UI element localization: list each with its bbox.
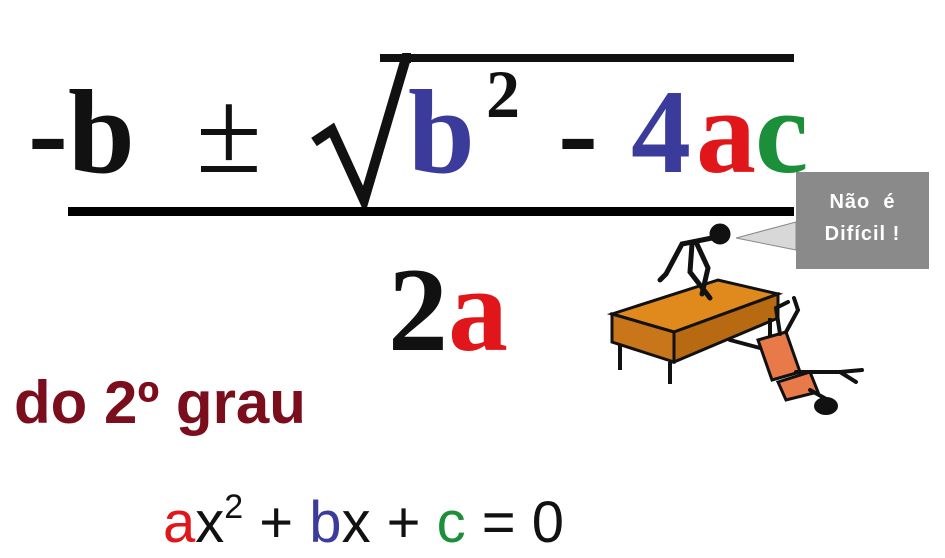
radical-vinculum: [380, 54, 794, 62]
eq-x: x: [195, 490, 225, 555]
denominator-two: 2: [388, 243, 448, 376]
numerator-four: 4: [631, 65, 691, 198]
numerator-minus-b: -b: [28, 65, 135, 198]
numerator-plus-minus: ±: [196, 65, 262, 198]
fraction-bar: [68, 207, 794, 216]
subtitle: do 2º grau: [14, 369, 306, 436]
numerator-exponent: 2: [486, 56, 520, 132]
speech-bubble: Não é Difícil !: [796, 172, 929, 269]
eq-a: a: [163, 490, 196, 555]
eq-c: c: [436, 490, 466, 555]
speech-bubble-line2: Difícil !: [824, 223, 901, 245]
numerator-b-squared: b: [408, 65, 475, 198]
eq-exponent: 2: [224, 488, 244, 526]
eq-plus1: +: [243, 490, 310, 555]
eq-b: b: [309, 490, 342, 555]
radical-sign-icon: [311, 53, 411, 215]
quadratic-equation: ax2 + bx + c = 0: [163, 488, 564, 558]
numerator-minus: -: [558, 65, 598, 198]
person-on-desk-icon: [657, 223, 731, 301]
desk-icon: [606, 278, 784, 384]
numerator-a: a: [696, 65, 756, 198]
fallen-person-icon: [728, 296, 864, 415]
eq-plus2: +: [370, 490, 437, 555]
eq-equals: = 0: [465, 490, 565, 555]
cartoon-scene: [606, 223, 864, 415]
denominator-a: a: [448, 243, 508, 376]
speech-bubble-line1: Não é: [829, 191, 896, 213]
formula-denominator: 2a: [388, 240, 508, 380]
formula-numerator: -b ± b 2 - 4 a c: [28, 53, 808, 215]
eq-x2: x: [341, 490, 371, 555]
